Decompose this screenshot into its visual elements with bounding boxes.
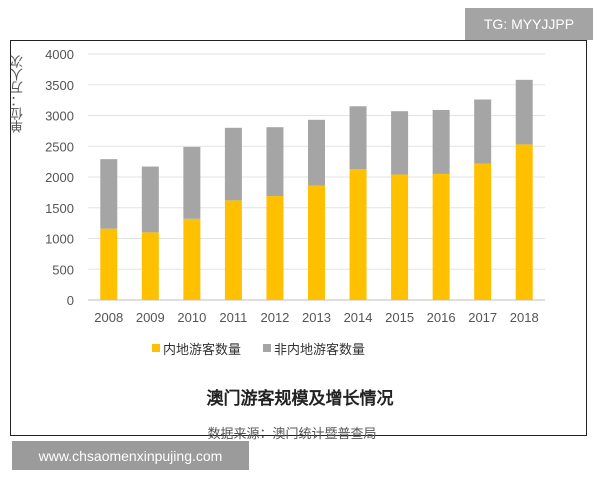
bar-segment-mainland-2016 [432,173,450,300]
y-tick-label: 1000 [45,232,74,247]
bar-segment-mainland-2014 [349,169,367,300]
website-watermark: www.chsaomenxinpujing.com [12,441,249,470]
bar-segment-mainland-2018 [515,144,533,300]
y-tick-label: 3500 [45,78,74,93]
y-tick-label: 2000 [45,170,74,185]
legend-item-mainland: 内地游客数量 [152,339,241,358]
legend-item-non-mainland: 非内地游客数量 [263,339,365,358]
legend-label-mainland: 内地游客数量 [163,342,242,358]
y-tick-label: 0 [67,293,74,308]
y-axis-ticks: 0 500 1000 1500 2000 2500 3000 3500 4000 [45,47,74,308]
x-tick-label: 2012 [260,310,289,325]
x-tick-label: 2018 [510,310,539,325]
bar-segment-non-mainland-2008 [100,159,118,229]
y-tick-label: 3000 [45,109,74,124]
bar-segment-non-mainland-2009 [141,166,159,233]
bar-segment-non-mainland-2013 [308,119,325,186]
data-source-note: 数据来源：澳门统计暨普查局 [207,427,377,442]
x-tick-label: 2014 [344,310,373,325]
x-tick-label: 2017 [468,310,497,325]
x-tick-label: 2008 [94,310,123,325]
bar-segment-non-mainland-2010 [183,146,201,219]
x-axis-ticks: 2008 2009 2010 2011 2012 2013 2014 2015 2016 2017… [94,310,538,325]
bar-segment-non-mainland-2018 [515,79,533,145]
y-tick-label: 2500 [45,139,74,154]
x-tick-label: 2013 [302,310,331,325]
bar-segment-mainland-2009 [141,232,159,300]
bar-segment-mainland-2008 [100,228,118,300]
bar-segment-non-mainland-2015 [391,111,409,175]
legend-swatch-mainland [152,344,160,352]
bar-segment-mainland-2012 [266,196,284,300]
y-axis-title: 单位：万人次 [11,55,26,133]
bars [100,79,533,300]
bar-segment-non-mainland-2011 [224,127,242,201]
x-tick-label: 2016 [427,310,456,325]
bar-segment-non-mainland-2017 [474,99,492,164]
bar-segment-mainland-2017 [474,163,492,300]
bar-segment-mainland-2010 [183,218,201,300]
x-tick-label: 2009 [136,310,165,325]
y-tick-label: 500 [52,262,74,277]
bar-segment-mainland-2013 [308,185,325,300]
bar-segment-non-mainland-2014 [349,106,367,170]
bar-segment-mainland-2011 [224,200,242,300]
legend-swatch-non-mainland [263,344,272,352]
x-tick-label: 2010 [177,310,206,325]
bar-segment-non-mainland-2016 [432,109,450,174]
x-tick-label: 2015 [385,310,414,325]
y-tick-label: 4000 [45,47,74,62]
x-tick-label: 2011 [219,310,247,325]
legend: 内地游客数量 非内地游客数量 [152,339,387,358]
bar-segment-non-mainland-2012 [266,127,284,197]
y-tick-label: 1500 [45,201,74,216]
legend-label-non-mainland: 非内地游客数量 [274,342,366,358]
chart-caption-title: 澳门游客规模及增长情况 [206,389,394,409]
bar-segment-mainland-2015 [391,174,409,300]
watermark-tag: TG: MYYJJPP [465,8,593,40]
